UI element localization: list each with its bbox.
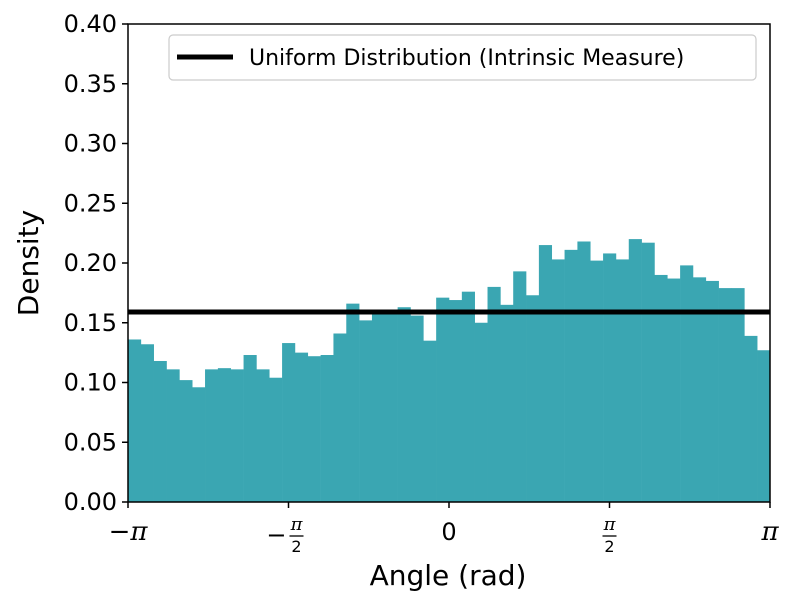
x-axis-label: Angle (rad) — [370, 559, 527, 592]
histogram-bar — [384, 314, 398, 502]
histogram-bar — [474, 322, 488, 502]
histogram-bars — [128, 239, 771, 503]
histogram-bar — [692, 277, 707, 502]
histogram-bar — [654, 274, 668, 502]
histogram-bar — [179, 380, 193, 502]
histogram-bar — [500, 304, 514, 502]
histogram-bar — [680, 265, 694, 502]
histogram-bar — [449, 300, 463, 502]
y-tick-label: 0.15 — [64, 309, 117, 337]
histogram-bar — [513, 271, 527, 502]
histogram-bar — [243, 355, 257, 502]
histogram-bar — [166, 369, 180, 502]
histogram-bar — [307, 356, 321, 502]
histogram-bar — [667, 278, 681, 502]
legend: Uniform Distribution (Intrinsic Measure) — [168, 34, 757, 81]
histogram-bar — [641, 242, 655, 502]
histogram-bar — [526, 295, 540, 502]
histogram-bar — [205, 369, 219, 502]
histogram-bar — [731, 288, 745, 502]
y-tick-label: 0.30 — [64, 130, 117, 158]
x-tick-frac-top: π — [290, 514, 304, 535]
histogram-bar — [410, 315, 424, 502]
y-axis-label: Density — [12, 210, 45, 316]
y-tick-label: 0.05 — [64, 428, 117, 456]
histogram-bar — [192, 387, 206, 502]
x-tick-frac-top: π — [603, 514, 617, 535]
histogram-bar — [436, 297, 450, 502]
x-tick-label: 0 — [441, 518, 456, 546]
legend-box — [168, 34, 757, 81]
histogram-bar — [371, 310, 386, 502]
x-tick-frac-bottom: 2 — [604, 537, 614, 556]
x-axis-ticks: −π − π20 π2 π — [109, 502, 779, 556]
histogram-bar — [282, 343, 296, 502]
histogram-bar — [487, 286, 501, 502]
histogram-bar — [744, 335, 758, 502]
x-tick-label: π2 — [602, 514, 617, 556]
histogram-bar — [217, 368, 232, 502]
x-tick-frac-bottom: 2 — [291, 537, 301, 556]
histogram-bar — [423, 340, 437, 502]
histogram-bar — [269, 377, 283, 502]
y-tick-label: 0.20 — [64, 249, 117, 277]
histogram-bar — [346, 303, 360, 502]
histogram-bar — [564, 249, 578, 502]
histogram-bar — [153, 360, 167, 502]
legend-entry-uniform: Uniform Distribution (Intrinsic Measure) — [249, 46, 684, 71]
histogram-bar — [461, 291, 475, 502]
x-tick-label: −π — [109, 517, 149, 547]
histogram-bar — [397, 307, 411, 502]
y-tick-label: 0.25 — [64, 189, 117, 217]
histogram-bar — [615, 259, 630, 502]
histogram-bar — [333, 333, 347, 502]
histogram-bar — [320, 355, 334, 502]
histogram-bar — [590, 260, 604, 502]
y-tick-label: 0.10 — [64, 369, 117, 397]
histogram-bar — [718, 288, 732, 502]
histogram-bar — [577, 241, 591, 503]
histogram-bar — [128, 339, 142, 502]
y-axis-ticks: 0.00 0.05 0.10 0.15 0.20 0.25 0.30 0.35 0.40 — [64, 10, 128, 516]
histogram-bar — [140, 344, 154, 502]
histogram-bar — [256, 369, 270, 502]
x-tick-label: − π 2 — [266, 514, 303, 556]
x-tick-label: π — [760, 517, 779, 547]
histogram-bar — [230, 369, 244, 502]
histogram-bar — [538, 245, 553, 502]
histogram-bar — [705, 280, 719, 502]
histogram-bar — [603, 253, 617, 502]
histogram-bar — [359, 320, 373, 502]
x-tick-minus: − — [266, 521, 286, 549]
histogram-bar — [628, 239, 642, 502]
histogram-bar — [757, 350, 771, 502]
y-tick-label: 0.00 — [64, 488, 117, 516]
histogram-bar — [551, 259, 565, 502]
y-tick-label: 0.40 — [64, 10, 117, 38]
y-tick-label: 0.35 — [64, 70, 117, 98]
histogram-bar — [294, 352, 309, 503]
